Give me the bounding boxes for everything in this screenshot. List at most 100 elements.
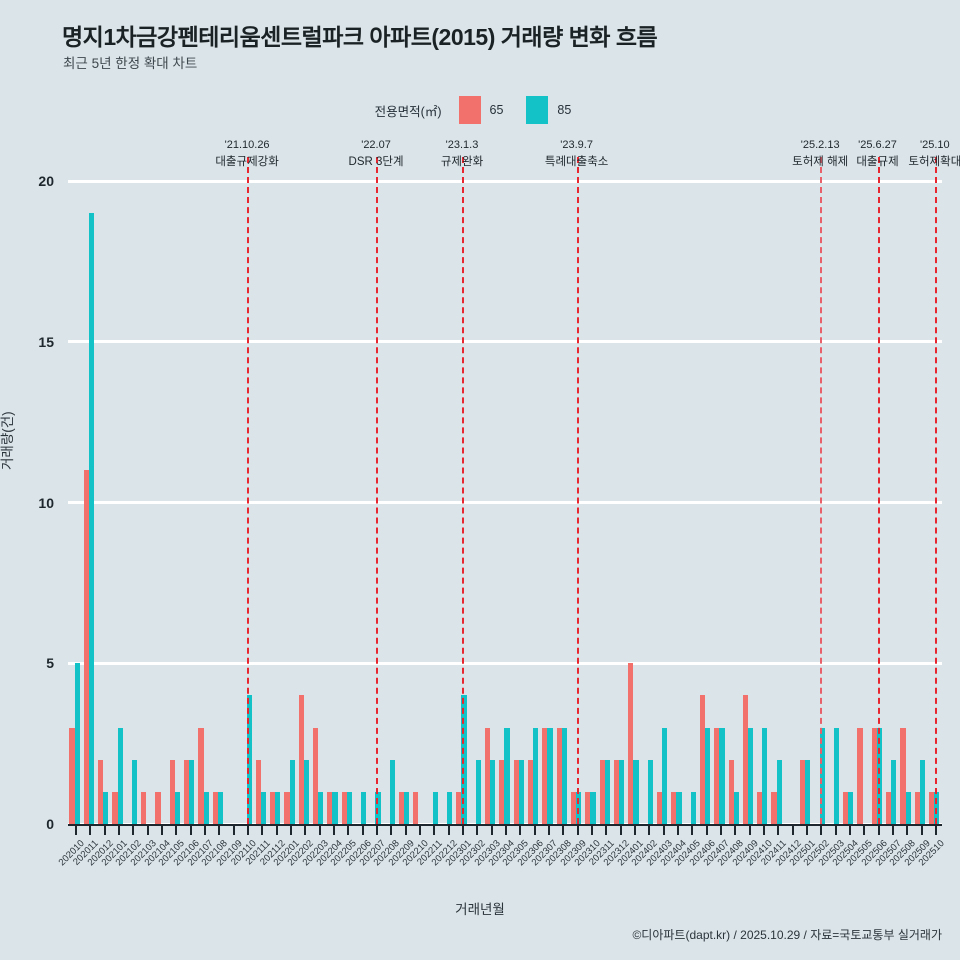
bar-202203-85[interactable]: [318, 791, 324, 824]
bar-202312-65[interactable]: [613, 759, 620, 824]
bar-202510-85[interactable]: [934, 791, 940, 824]
bar-202012-65[interactable]: [98, 759, 104, 824]
bar-202310-65[interactable]: [585, 791, 591, 824]
bar-202303-85[interactable]: [490, 759, 496, 824]
bar-202011-85[interactable]: [88, 213, 95, 824]
bar-202508-85[interactable]: [905, 791, 911, 824]
bar-202405-85[interactable]: [690, 791, 696, 824]
bar-202304-65[interactable]: [499, 759, 505, 824]
bar-202510-65[interactable]: [929, 791, 935, 824]
bar-202307-85[interactable]: [547, 727, 553, 824]
bar-202012-85[interactable]: [103, 791, 109, 824]
bar-202501-85[interactable]: [805, 759, 811, 824]
bar-202010-65[interactable]: [69, 727, 75, 824]
bar-202211-85[interactable]: [432, 791, 438, 824]
bar-202410-85[interactable]: [762, 727, 768, 824]
bar-202408-65[interactable]: [728, 759, 734, 824]
bar-202105-65[interactable]: [169, 759, 175, 824]
bar-202103-65[interactable]: [141, 791, 147, 824]
bar-202401-65[interactable]: [628, 663, 634, 824]
legend-swatch-65[interactable]: [458, 96, 481, 124]
bar-202507-65[interactable]: [886, 791, 892, 824]
bar-202408-85[interactable]: [733, 791, 739, 824]
bar-202409-65[interactable]: [742, 695, 748, 824]
bar-202409-85[interactable]: [748, 727, 754, 824]
bar-202108-65[interactable]: [212, 791, 218, 824]
bar-202303-65[interactable]: [484, 727, 491, 824]
bar-202107-85[interactable]: [203, 791, 209, 824]
bar-202402-85[interactable]: [647, 759, 653, 824]
bar-202209-85[interactable]: [404, 791, 410, 824]
bar-202508-65[interactable]: [900, 727, 906, 824]
bar-202106-85[interactable]: [189, 759, 195, 824]
bar-202305-85[interactable]: [518, 759, 524, 824]
bar-202505-65[interactable]: [857, 727, 863, 824]
bar-202502-85[interactable]: [819, 727, 825, 824]
bar-202309-85[interactable]: [576, 791, 582, 824]
bar-202403-65[interactable]: [656, 791, 663, 824]
bar-202101-65[interactable]: [112, 791, 118, 824]
bar-202307-65[interactable]: [542, 727, 548, 824]
bar-202209-65[interactable]: [398, 791, 405, 824]
bar-202504-65[interactable]: [843, 791, 849, 824]
bar-202308-65[interactable]: [556, 727, 562, 824]
bar-202202-85[interactable]: [303, 759, 309, 824]
bar-202308-85[interactable]: [561, 727, 567, 824]
bar-202111-85[interactable]: [260, 791, 266, 824]
bar-202406-65[interactable]: [699, 695, 705, 824]
bar-202406-85[interactable]: [705, 727, 711, 824]
bar-202404-85[interactable]: [676, 791, 682, 824]
bar-202201-85[interactable]: [289, 759, 295, 824]
bar-202312-85[interactable]: [619, 759, 625, 824]
bar-202401-85[interactable]: [633, 759, 639, 824]
bar-202205-65[interactable]: [341, 791, 347, 824]
bar-202011-65[interactable]: [83, 470, 89, 824]
bar-202204-85[interactable]: [332, 791, 338, 824]
bar-202201-65[interactable]: [284, 791, 290, 824]
bar-202306-65[interactable]: [527, 759, 534, 824]
bar-202108-85[interactable]: [217, 791, 224, 824]
bar-202010-85[interactable]: [74, 663, 80, 824]
bar-202212-85[interactable]: [447, 791, 453, 824]
bar-202206-85[interactable]: [361, 791, 367, 824]
bar-202110-85[interactable]: [246, 695, 252, 824]
bar-202104-65[interactable]: [155, 791, 161, 824]
bar-202111-65[interactable]: [255, 759, 261, 824]
bar-202311-65[interactable]: [599, 759, 605, 824]
bar-202501-65[interactable]: [800, 759, 806, 824]
bar-202407-85[interactable]: [719, 727, 725, 824]
bar-202106-65[interactable]: [184, 759, 190, 824]
bar-202403-85[interactable]: [662, 727, 668, 824]
bar-202112-85[interactable]: [275, 791, 281, 824]
bar-202506-85[interactable]: [876, 727, 883, 824]
bar-202203-65[interactable]: [313, 727, 319, 824]
bar-202306-85[interactable]: [533, 727, 539, 824]
bar-202404-65[interactable]: [671, 791, 677, 824]
bar-202105-85[interactable]: [174, 791, 181, 824]
bar-202410-65[interactable]: [757, 791, 763, 824]
bar-202102-85[interactable]: [131, 759, 138, 824]
bar-202112-65[interactable]: [270, 791, 276, 824]
bar-202407-65[interactable]: [714, 727, 720, 824]
bar-202305-65[interactable]: [513, 759, 519, 824]
legend-swatch-85[interactable]: [526, 96, 549, 124]
bar-202503-85[interactable]: [833, 727, 840, 824]
bar-202304-85[interactable]: [504, 727, 510, 824]
bar-202301-85[interactable]: [461, 695, 467, 824]
bar-202210-65[interactable]: [413, 791, 419, 824]
bar-202302-85[interactable]: [475, 759, 481, 824]
bar-202509-65[interactable]: [914, 791, 920, 824]
bar-202311-85[interactable]: [604, 759, 610, 824]
bar-202107-65[interactable]: [198, 727, 204, 824]
bar-202411-65[interactable]: [771, 791, 777, 824]
bar-202205-85[interactable]: [346, 791, 352, 824]
bar-202506-65[interactable]: [871, 727, 877, 824]
bar-202309-65[interactable]: [570, 791, 577, 824]
bar-202504-85[interactable]: [848, 791, 854, 824]
bar-202101-85[interactable]: [117, 727, 123, 824]
bar-202204-65[interactable]: [327, 791, 333, 824]
bar-202202-65[interactable]: [298, 695, 304, 824]
bar-202507-85[interactable]: [891, 759, 897, 824]
bar-202310-85[interactable]: [590, 791, 596, 824]
bar-202411-85[interactable]: [776, 759, 782, 824]
